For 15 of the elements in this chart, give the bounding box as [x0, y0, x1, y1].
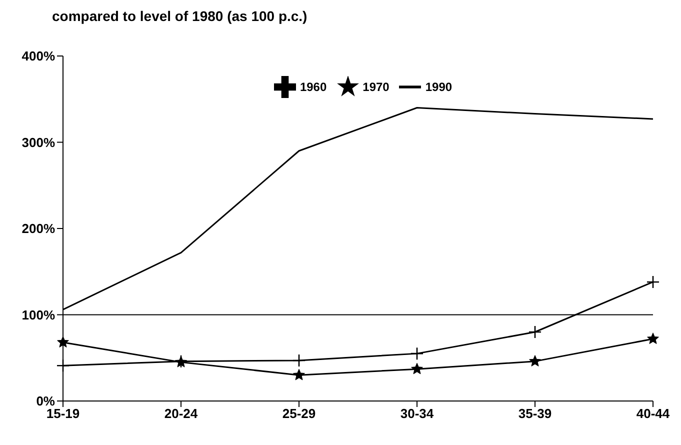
chart-title: compared to level of 1980 (as 100 p.c.): [52, 8, 308, 26]
legend-label: 1970: [362, 80, 390, 94]
y-tick-label: 400%: [22, 48, 56, 64]
x-tick-label: 40-44: [636, 406, 670, 422]
y-tick-label: 100%: [22, 307, 56, 322]
legend-label: 1960: [300, 80, 327, 94]
x-tick-label: 35-39: [518, 406, 552, 422]
x-tick-label: 25-29: [282, 406, 316, 422]
y-tick-label: 200%: [22, 221, 56, 236]
y-tick-label: 300%: [22, 134, 56, 150]
legend-label: 1990: [425, 80, 452, 94]
x-tick-label: 15-19: [46, 406, 80, 422]
x-tick-label: 20-24: [164, 406, 198, 422]
x-tick-label: 30-34: [400, 406, 434, 422]
y-tick-label: 0%: [36, 394, 56, 409]
